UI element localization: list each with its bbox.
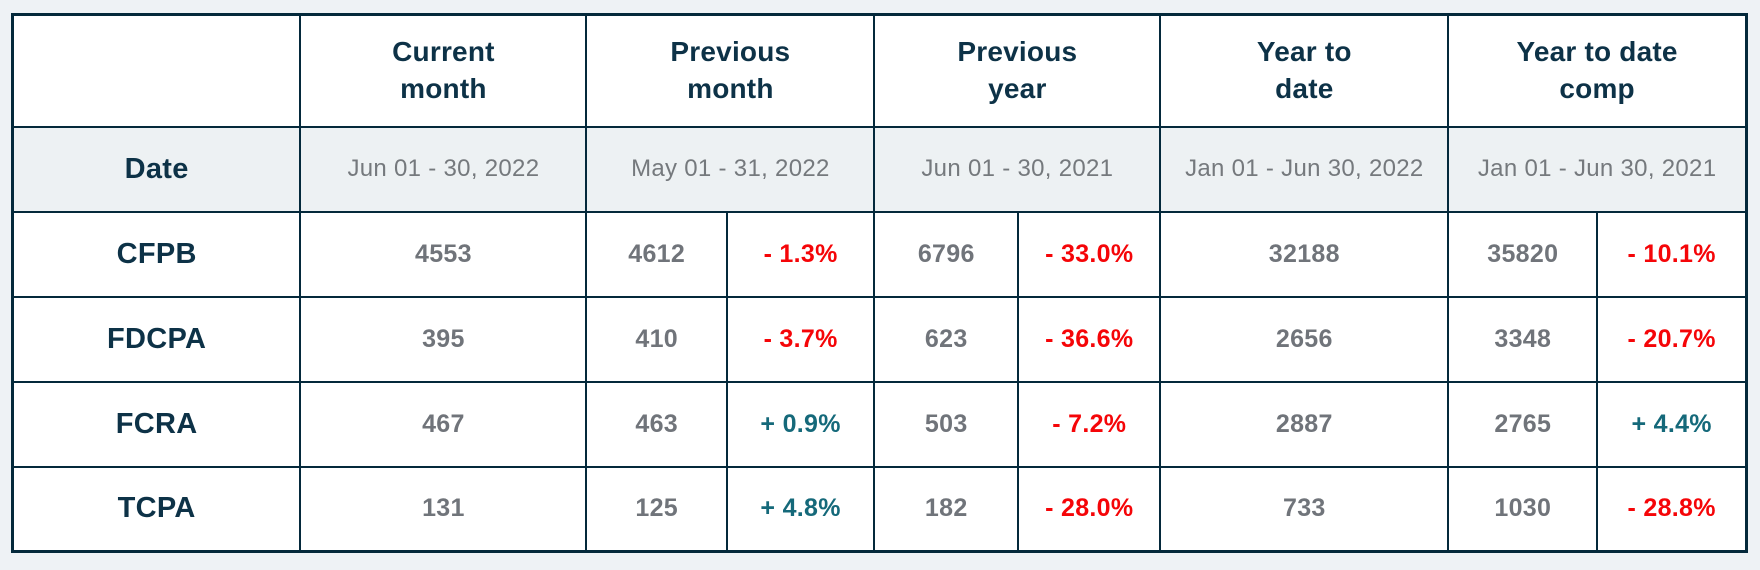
fcra-previous-month-value: 463 xyxy=(585,380,728,468)
row-label-fcra: FCRA xyxy=(11,380,302,468)
corner-cell xyxy=(11,13,302,128)
column-header-previous-month: Previous month xyxy=(585,13,876,128)
fcra-previous-year-value: 503 xyxy=(873,380,1020,468)
row-label-fdcpa: FDCPA xyxy=(11,295,302,383)
row-label-cfpb: CFPB xyxy=(11,210,302,298)
fdcpa-previous-year-value: 623 xyxy=(873,295,1020,383)
tcpa-year-to-date-comp-value: 1030 xyxy=(1447,465,1599,553)
column-header-previous-year: Previous year xyxy=(873,13,1162,128)
date-previous-year: Jun 01 - 30, 2021 xyxy=(873,125,1162,213)
tcpa-year-to-date-comp-change: - 28.8% xyxy=(1596,465,1748,553)
date-row: Date Jun 01 - 30, 2022 May 01 - 31, 2022… xyxy=(11,125,1748,213)
row-label-tcpa: TCPA xyxy=(11,465,302,553)
cfpb-year-to-date-value: 32188 xyxy=(1159,210,1450,298)
tcpa-previous-month-value: 125 xyxy=(585,465,728,553)
fdcpa-year-to-date-value: 2656 xyxy=(1159,295,1450,383)
cfpb-current-month-value: 4553 xyxy=(299,210,588,298)
fdcpa-year-to-date-comp-change: - 20.7% xyxy=(1596,295,1748,383)
fdcpa-previous-month-change: - 3.7% xyxy=(725,295,876,383)
tcpa-previous-year-change: - 28.0% xyxy=(1017,465,1162,553)
date-current-month: Jun 01 - 30, 2022 xyxy=(299,125,588,213)
column-header-year-to-date: Year to date xyxy=(1159,13,1450,128)
date-year-to-date-comp: Jan 01 - Jun 30, 2021 xyxy=(1447,125,1748,213)
fcra-current-month-value: 467 xyxy=(299,380,588,468)
fcra-year-to-date-value: 2887 xyxy=(1159,380,1450,468)
table-row-cfpb: CFPB 4553 4612 - 1.3% 6796 - 33.0% 32188… xyxy=(11,210,1748,298)
cfpb-previous-year-change: - 33.0% xyxy=(1017,210,1162,298)
fdcpa-year-to-date-comp-value: 3348 xyxy=(1447,295,1599,383)
fdcpa-previous-year-change: - 36.6% xyxy=(1017,295,1162,383)
fdcpa-previous-month-value: 410 xyxy=(585,295,728,383)
cfpb-year-to-date-comp-change: - 10.1% xyxy=(1596,210,1748,298)
fdcpa-current-month-value: 395 xyxy=(299,295,588,383)
tcpa-year-to-date-value: 733 xyxy=(1159,465,1450,553)
tcpa-previous-year-value: 182 xyxy=(873,465,1020,553)
fcra-year-to-date-comp-value: 2765 xyxy=(1447,380,1599,468)
cfpb-previous-year-value: 6796 xyxy=(873,210,1020,298)
stats-table: Current month Previous month Previous ye… xyxy=(11,13,1748,553)
table-row-fcra: FCRA 467 463 + 0.9% 503 - 7.2% 2887 2765… xyxy=(11,380,1748,468)
date-previous-month: May 01 - 31, 2022 xyxy=(585,125,876,213)
cfpb-previous-month-value: 4612 xyxy=(585,210,728,298)
table-row-tcpa: TCPA 131 125 + 4.8% 182 - 28.0% 733 1030… xyxy=(11,465,1748,553)
date-row-label: Date xyxy=(11,125,302,213)
fcra-previous-year-change: - 7.2% xyxy=(1017,380,1162,468)
header-row: Current month Previous month Previous ye… xyxy=(11,13,1748,128)
cfpb-year-to-date-comp-value: 35820 xyxy=(1447,210,1599,298)
table-row-fdcpa: FDCPA 395 410 - 3.7% 623 - 36.6% 2656 33… xyxy=(11,295,1748,383)
tcpa-current-month-value: 131 xyxy=(299,465,588,553)
tcpa-previous-month-change: + 4.8% xyxy=(725,465,876,553)
fcra-year-to-date-comp-change: + 4.4% xyxy=(1596,380,1748,468)
fcra-previous-month-change: + 0.9% xyxy=(725,380,876,468)
date-year-to-date: Jan 01 - Jun 30, 2022 xyxy=(1159,125,1450,213)
cfpb-previous-month-change: - 1.3% xyxy=(725,210,876,298)
column-header-current-month: Current month xyxy=(299,13,588,128)
column-header-year-to-date-comp: Year to date comp xyxy=(1447,13,1748,128)
